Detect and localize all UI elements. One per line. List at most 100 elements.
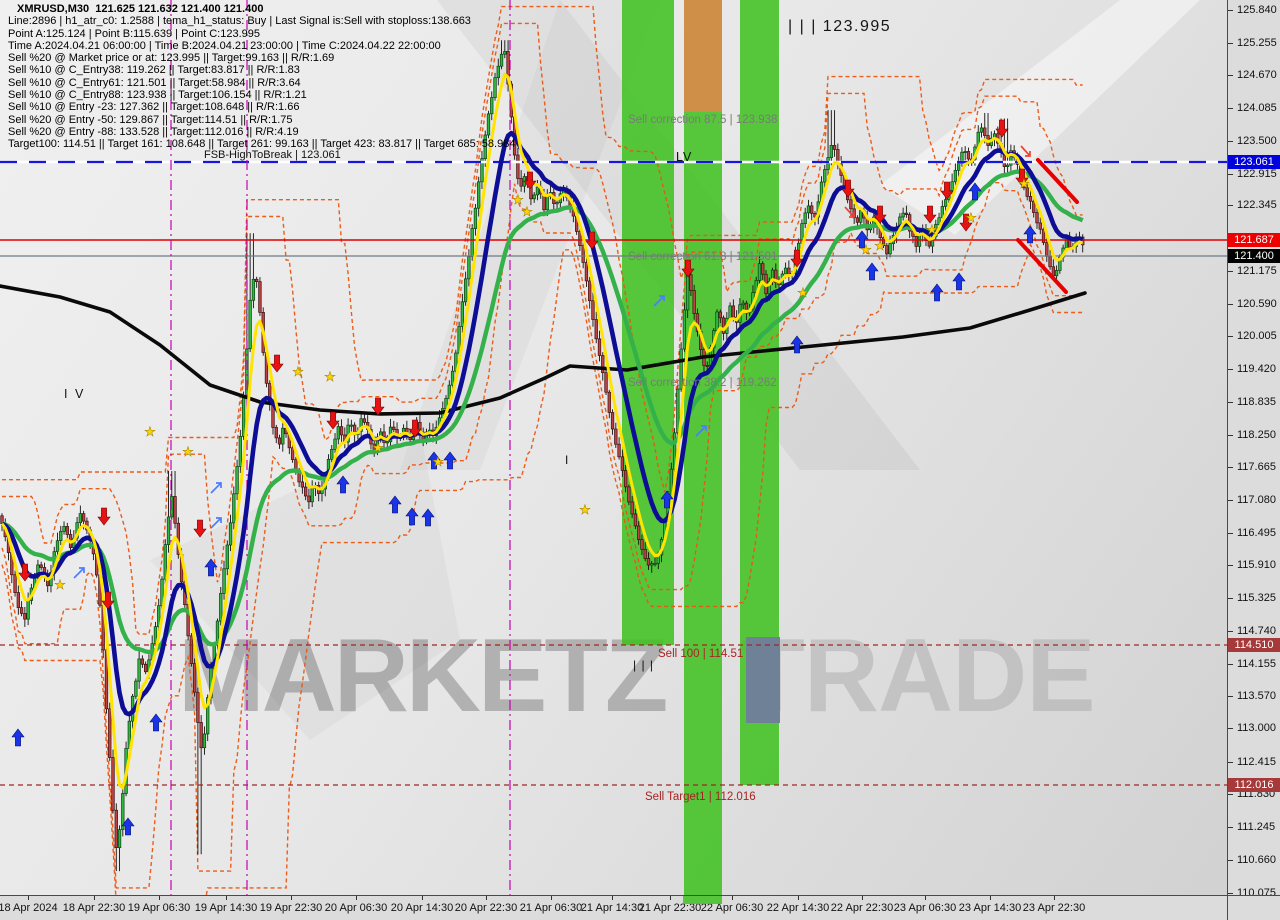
candle-down <box>584 262 589 282</box>
sell-arrow-icon <box>940 181 954 200</box>
candle-down <box>601 355 605 373</box>
candle-down <box>173 496 177 524</box>
time-tick <box>798 896 799 900</box>
candle-down <box>140 658 145 665</box>
price-tick-label: 116.495 <box>1237 527 1276 539</box>
chart-annotation[interactable]: | | | 123.995 <box>788 18 891 35</box>
trend-line[interactable] <box>1036 158 1079 204</box>
candle-up <box>532 194 536 200</box>
candle-up <box>653 562 657 565</box>
time-tick <box>486 896 487 900</box>
candle-down <box>731 305 736 318</box>
time-tick <box>422 896 423 900</box>
chart-annotation[interactable]: I <box>565 453 568 467</box>
price-tick <box>1228 108 1233 109</box>
price-tick <box>1228 75 1233 76</box>
candle-up <box>783 267 788 275</box>
candle-up <box>238 436 242 467</box>
current-price-badge: 121.400 <box>1228 249 1280 263</box>
time-tick-label: 23 Apr 14:30 <box>958 902 1022 914</box>
candle-up <box>153 626 158 645</box>
sell-arrow-icon <box>408 419 422 438</box>
candle-up <box>901 212 905 218</box>
candle-up <box>555 202 559 205</box>
candle-down <box>885 245 889 255</box>
price-tick-label: 111.245 <box>1237 821 1276 833</box>
candle-up <box>806 205 811 214</box>
chart-annotation[interactable]: Sell correction 38.2 | 119.262 <box>628 377 777 389</box>
candle-up <box>447 384 451 399</box>
candle-up <box>963 151 967 154</box>
candle-down <box>761 263 765 275</box>
price-axis[interactable]: 125.840 125.255 124.670 124.085 123.500 122.9… <box>1227 0 1280 920</box>
candle-up <box>121 793 125 830</box>
chart-annotation[interactable]: FSB-HighToBreak | 123.061 <box>204 149 341 161</box>
chart-annotations: | | | 123.995 Sell correction 87.5 | 123.… <box>64 18 891 803</box>
chart-annotation[interactable]: Sell Target1 | 112.016 <box>645 791 756 803</box>
time-tick <box>551 896 552 900</box>
candle-down <box>633 513 638 527</box>
candle-up <box>349 424 354 427</box>
chart-annotation[interactable]: I V <box>64 387 85 401</box>
price-tick <box>1228 533 1233 534</box>
candle-up <box>78 513 83 524</box>
chart-annotation[interactable]: | | | <box>633 658 654 672</box>
chart-annotation[interactable]: LV <box>676 150 692 164</box>
star-icon: ★ <box>144 424 156 439</box>
price-tick <box>1228 762 1233 763</box>
time-tick-label: 22 Apr 14:30 <box>766 902 830 914</box>
candle-down <box>516 154 520 179</box>
candle-up <box>496 65 500 79</box>
candle-down <box>189 635 194 664</box>
time-tick-label: 19 Apr 22:30 <box>259 902 323 914</box>
time-axis[interactable]: 18 Apr 2024 18 Apr 22:30 19 Apr 06:30 19 Ap… <box>0 895 1227 920</box>
candle-down <box>192 663 197 693</box>
candle-down <box>646 558 651 566</box>
hollow-up-arrow-icon <box>210 517 222 529</box>
time-tick <box>990 896 991 900</box>
candle-up <box>545 196 549 211</box>
candle-down <box>832 145 837 150</box>
candle-down <box>643 548 647 559</box>
candle-down <box>255 278 259 282</box>
price-tick <box>1228 696 1233 697</box>
chart-annotation[interactable]: Sell 100 | 114.51 <box>658 648 743 660</box>
chart-annotation[interactable]: Sell correction 87.5 | 123.938 <box>628 114 777 126</box>
price-tick-label: 121.175 <box>1237 265 1277 277</box>
sell-arrow-icon <box>326 411 340 430</box>
price-tick-label: 114.740 <box>1237 625 1276 637</box>
time-tick-label: 18 Apr 22:30 <box>62 902 126 914</box>
candle-down <box>591 300 595 320</box>
info-line: Sell %20 @ Entry -88: 133.528 || Target:… <box>8 125 299 138</box>
price-tick <box>1228 500 1233 501</box>
candle-up <box>222 568 226 594</box>
hollow-up-arrow-icon <box>653 295 665 307</box>
current-price-badge: 112.016 <box>1228 778 1280 792</box>
indicator-info-panel: XMRUSD,M30 121.625 121.632 121.400 121.4… <box>0 3 515 151</box>
price-tick <box>1228 827 1233 828</box>
candle-up <box>59 530 63 542</box>
candle-up <box>310 487 314 503</box>
candle-down <box>849 199 853 210</box>
star-icon: ★ <box>1018 176 1030 191</box>
candle-down <box>1041 228 1046 243</box>
sell-arrow-icon <box>1015 168 1029 187</box>
time-tick-label: 21 Apr 14:30 <box>580 902 644 914</box>
chart-annotation[interactable]: Sell correction 61.8 | 121.501 <box>628 251 777 263</box>
candle-up <box>36 564 40 579</box>
watermark: MARKETZ TRADE <box>178 618 1096 734</box>
star-icon: ★ <box>372 440 384 455</box>
hollow-up-arrow-icon <box>73 567 85 579</box>
price-tick <box>1228 174 1233 175</box>
candle-up <box>219 593 223 622</box>
candle-up <box>486 113 491 136</box>
time-tick-label: 21 Apr 06:30 <box>519 902 583 914</box>
price-tick-label: 113.570 <box>1237 690 1276 702</box>
trend-line[interactable] <box>1016 238 1068 294</box>
candle-down <box>274 427 278 439</box>
candle-up <box>477 181 481 209</box>
signal-markers: ★★★★ ★★★★★★★★ ★★★★ <box>11 119 1037 836</box>
time-tick <box>226 896 227 900</box>
candle-down <box>623 470 628 488</box>
